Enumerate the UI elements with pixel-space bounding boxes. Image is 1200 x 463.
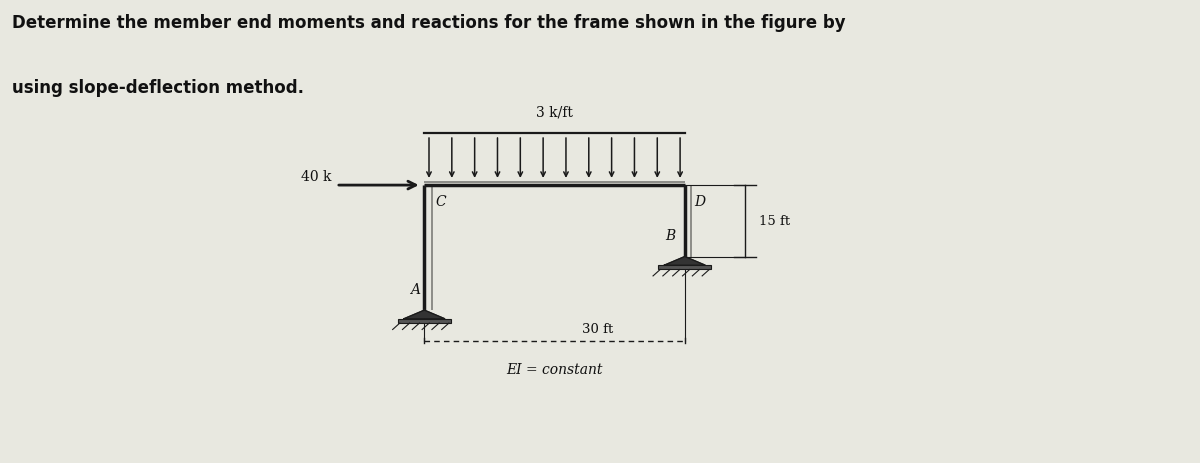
- Text: 3 k/ft: 3 k/ft: [536, 106, 572, 120]
- Text: B: B: [665, 229, 676, 243]
- Text: Determine the member end moments and reactions for the frame shown in the figure: Determine the member end moments and rea…: [12, 14, 846, 32]
- Polygon shape: [404, 311, 445, 319]
- Text: 40 k: 40 k: [301, 170, 331, 184]
- Polygon shape: [665, 257, 706, 266]
- FancyBboxPatch shape: [397, 319, 451, 323]
- Text: using slope-deflection method.: using slope-deflection method.: [12, 79, 304, 97]
- Text: A: A: [409, 282, 420, 296]
- Text: EI = constant: EI = constant: [506, 362, 602, 376]
- FancyBboxPatch shape: [658, 266, 712, 270]
- Text: 15 ft: 15 ft: [760, 215, 791, 228]
- Text: C: C: [436, 194, 446, 208]
- Text: 30 ft: 30 ft: [582, 322, 613, 335]
- Text: D: D: [694, 194, 706, 208]
